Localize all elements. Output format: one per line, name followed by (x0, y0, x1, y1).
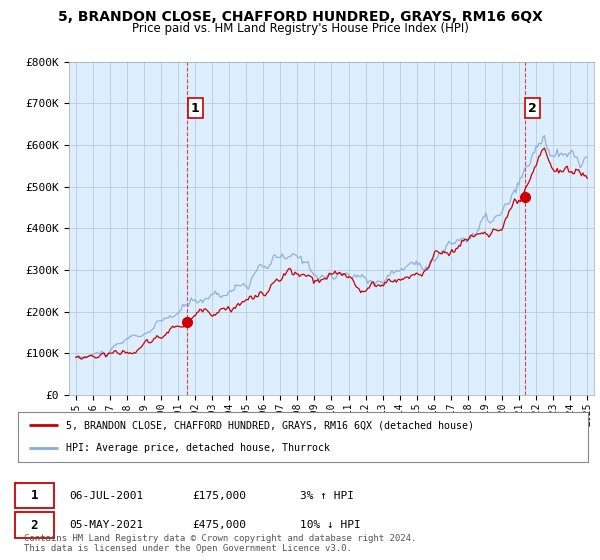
Text: 2: 2 (529, 101, 537, 115)
Text: 2: 2 (31, 519, 38, 532)
Text: HPI: Average price, detached house, Thurrock: HPI: Average price, detached house, Thur… (67, 444, 331, 454)
Text: 3% ↑ HPI: 3% ↑ HPI (300, 491, 354, 501)
Text: 05-MAY-2021: 05-MAY-2021 (69, 520, 143, 530)
Text: £175,000: £175,000 (192, 491, 246, 501)
Text: 5, BRANDON CLOSE, CHAFFORD HUNDRED, GRAYS, RM16 6QX: 5, BRANDON CLOSE, CHAFFORD HUNDRED, GRAY… (58, 10, 542, 24)
Text: 1: 1 (191, 101, 199, 115)
Text: Contains HM Land Registry data © Crown copyright and database right 2024.
This d: Contains HM Land Registry data © Crown c… (24, 534, 416, 553)
Text: 1: 1 (31, 489, 38, 502)
Text: 10% ↓ HPI: 10% ↓ HPI (300, 520, 361, 530)
Text: 5, BRANDON CLOSE, CHAFFORD HUNDRED, GRAYS, RM16 6QX (detached house): 5, BRANDON CLOSE, CHAFFORD HUNDRED, GRAY… (67, 420, 475, 430)
Text: 06-JUL-2001: 06-JUL-2001 (69, 491, 143, 501)
Text: £475,000: £475,000 (192, 520, 246, 530)
Text: Price paid vs. HM Land Registry's House Price Index (HPI): Price paid vs. HM Land Registry's House … (131, 22, 469, 35)
